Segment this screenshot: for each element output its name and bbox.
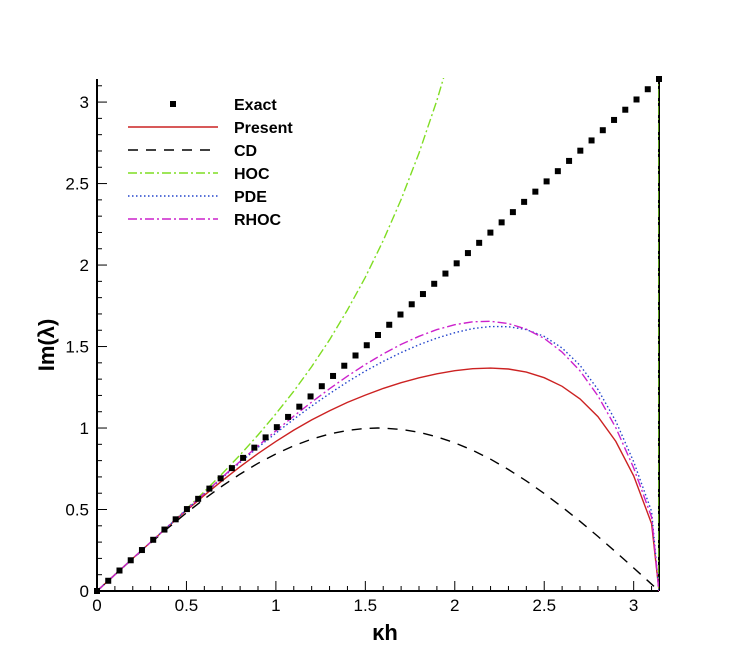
- exact-point: [228, 465, 235, 472]
- rhoc-line: [97, 320, 659, 592]
- exact-point: [183, 506, 190, 513]
- legend-label-hoc: HOC: [234, 166, 270, 183]
- exact-point: [138, 547, 145, 554]
- exact-point: [577, 147, 584, 154]
- x-tick-label: 2.5: [532, 596, 556, 615]
- legend-label-pde: PDE: [234, 189, 267, 206]
- x-tick-label: 3: [629, 596, 638, 615]
- exact-point: [363, 342, 370, 349]
- x-tick-label: 0.5: [175, 596, 199, 615]
- x-axis-title: κh: [372, 620, 398, 645]
- exact-point: [397, 311, 404, 318]
- exact-point: [206, 485, 213, 492]
- y-tick-label: 1.5: [65, 338, 89, 357]
- exact-point: [521, 198, 528, 205]
- exact-point: [386, 321, 393, 328]
- exact-point: [566, 157, 573, 164]
- x-tick-label: 0: [92, 596, 101, 615]
- exact-point: [408, 301, 415, 308]
- legend-exact-marker: [170, 101, 176, 107]
- exact-point: [453, 260, 460, 267]
- hoc-line: [97, 78, 445, 592]
- exact-point: [588, 137, 595, 144]
- exact-point: [644, 86, 651, 93]
- exact-point: [251, 444, 258, 451]
- exact-point: [172, 516, 179, 523]
- series-layer: [97, 78, 659, 592]
- exact-point: [161, 526, 168, 533]
- exact-point: [498, 219, 505, 226]
- exact-point: [532, 188, 539, 195]
- legend-label-exact: Exact: [234, 97, 277, 114]
- exact-point: [330, 372, 337, 379]
- exact-point: [195, 495, 202, 502]
- y-tick-label: 1: [80, 419, 89, 438]
- exact-point: [273, 424, 280, 431]
- exact-point: [341, 362, 348, 369]
- exact-point: [375, 331, 382, 338]
- exact-point: [431, 280, 438, 287]
- exact-point: [442, 270, 449, 277]
- exact-point: [352, 352, 359, 359]
- exact-point: [94, 588, 100, 594]
- exact-point: [105, 577, 112, 584]
- exact-point: [599, 127, 606, 134]
- legend-label-rhoc: RHOC: [234, 212, 282, 229]
- exact-point: [464, 250, 471, 257]
- y-axis-title: Im(λ): [34, 319, 59, 372]
- exact-point: [656, 75, 663, 82]
- present-line: [97, 367, 659, 592]
- legend: Exact Present CD HOC PDE RHOC: [128, 97, 293, 229]
- y-tick-label: 3: [80, 93, 89, 112]
- exact-point: [296, 403, 303, 410]
- x-tick-label: 1.5: [354, 596, 378, 615]
- exact-point: [217, 475, 224, 482]
- legend-label-cd: CD: [234, 143, 257, 160]
- exact-point: [509, 209, 516, 216]
- y-tick-label: 2.5: [65, 175, 89, 194]
- pde-line: [97, 325, 659, 592]
- exact-point: [476, 239, 483, 246]
- exact-point: [127, 557, 134, 564]
- y-tick-label: 2: [80, 256, 89, 275]
- x-tick-label: 1: [271, 596, 280, 615]
- exact-point: [543, 178, 550, 185]
- exact-point: [262, 434, 269, 441]
- legend-label-present: Present: [234, 120, 293, 137]
- exact-point: [307, 393, 314, 400]
- exact-point: [318, 383, 325, 390]
- y-tick-label: 0: [80, 582, 89, 601]
- marker-layer: [94, 75, 663, 594]
- exact-point: [285, 413, 292, 420]
- exact-point: [622, 106, 629, 113]
- exact-point: [554, 168, 561, 175]
- exact-point: [419, 291, 426, 298]
- exact-point: [150, 536, 157, 543]
- exact-point: [611, 116, 618, 123]
- y-tick-label: 0.5: [65, 501, 89, 520]
- cd-line: [97, 427, 659, 592]
- exact-point: [240, 454, 247, 461]
- exact-point: [633, 96, 640, 103]
- x-tick-label: 2: [450, 596, 459, 615]
- exact-point: [116, 567, 123, 574]
- exact-point: [487, 229, 494, 236]
